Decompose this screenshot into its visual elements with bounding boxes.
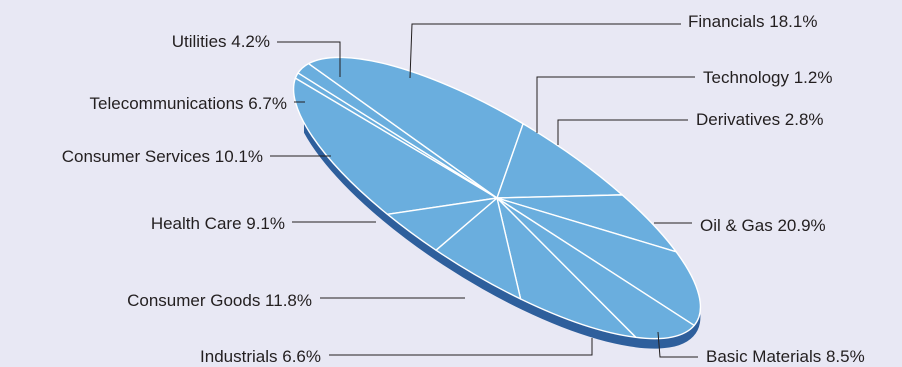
pie-slice-basic-materials [496, 123, 623, 199]
leader-line-technology [536, 76, 695, 133]
leader-line-derivatives [557, 119, 688, 145]
slice-label-utilities: Utilities 4.2% [172, 32, 270, 51]
pie-slice-financials [292, 77, 498, 216]
slice-label-financials: Financials 18.1% [688, 12, 817, 31]
slice-label-health-care: Health Care 9.1% [151, 214, 285, 233]
pie-slice-health-care [496, 197, 695, 340]
leader-line-industrials [329, 338, 593, 356]
slice-label-consumer-goods: Consumer Goods 11.8% [127, 291, 312, 310]
slice-label-telecommunications: Telecommunications 6.7% [90, 94, 287, 113]
slice-label-derivatives: Derivatives 2.8% [696, 110, 824, 129]
slice-labels: Financials 18.1% Technology 1.2% Derivat… [62, 12, 865, 366]
leader-lines [270, 23, 698, 358]
pie-slice-oil-gas [307, 56, 524, 199]
leader-line-utilities [277, 41, 341, 77]
pie-slice-consumer-services [496, 197, 637, 339]
slice-label-technology: Technology 1.2% [703, 68, 832, 87]
leader-line-basic-materials [657, 331, 698, 358]
slice-label-oil-gas: Oil & Gas 20.9% [700, 216, 826, 235]
slice-label-consumer-services: Consumer Services 10.1% [62, 147, 263, 166]
pie-slices [292, 56, 702, 340]
pie-slice-consumer-goods [496, 197, 702, 327]
leader-line-financials [409, 23, 681, 79]
slice-label-industrials: Industrials 6.6% [200, 347, 321, 366]
slice-label-basic-materials: Basic Materials 8.5% [706, 347, 865, 366]
pie-slice-utilities [386, 197, 498, 251]
